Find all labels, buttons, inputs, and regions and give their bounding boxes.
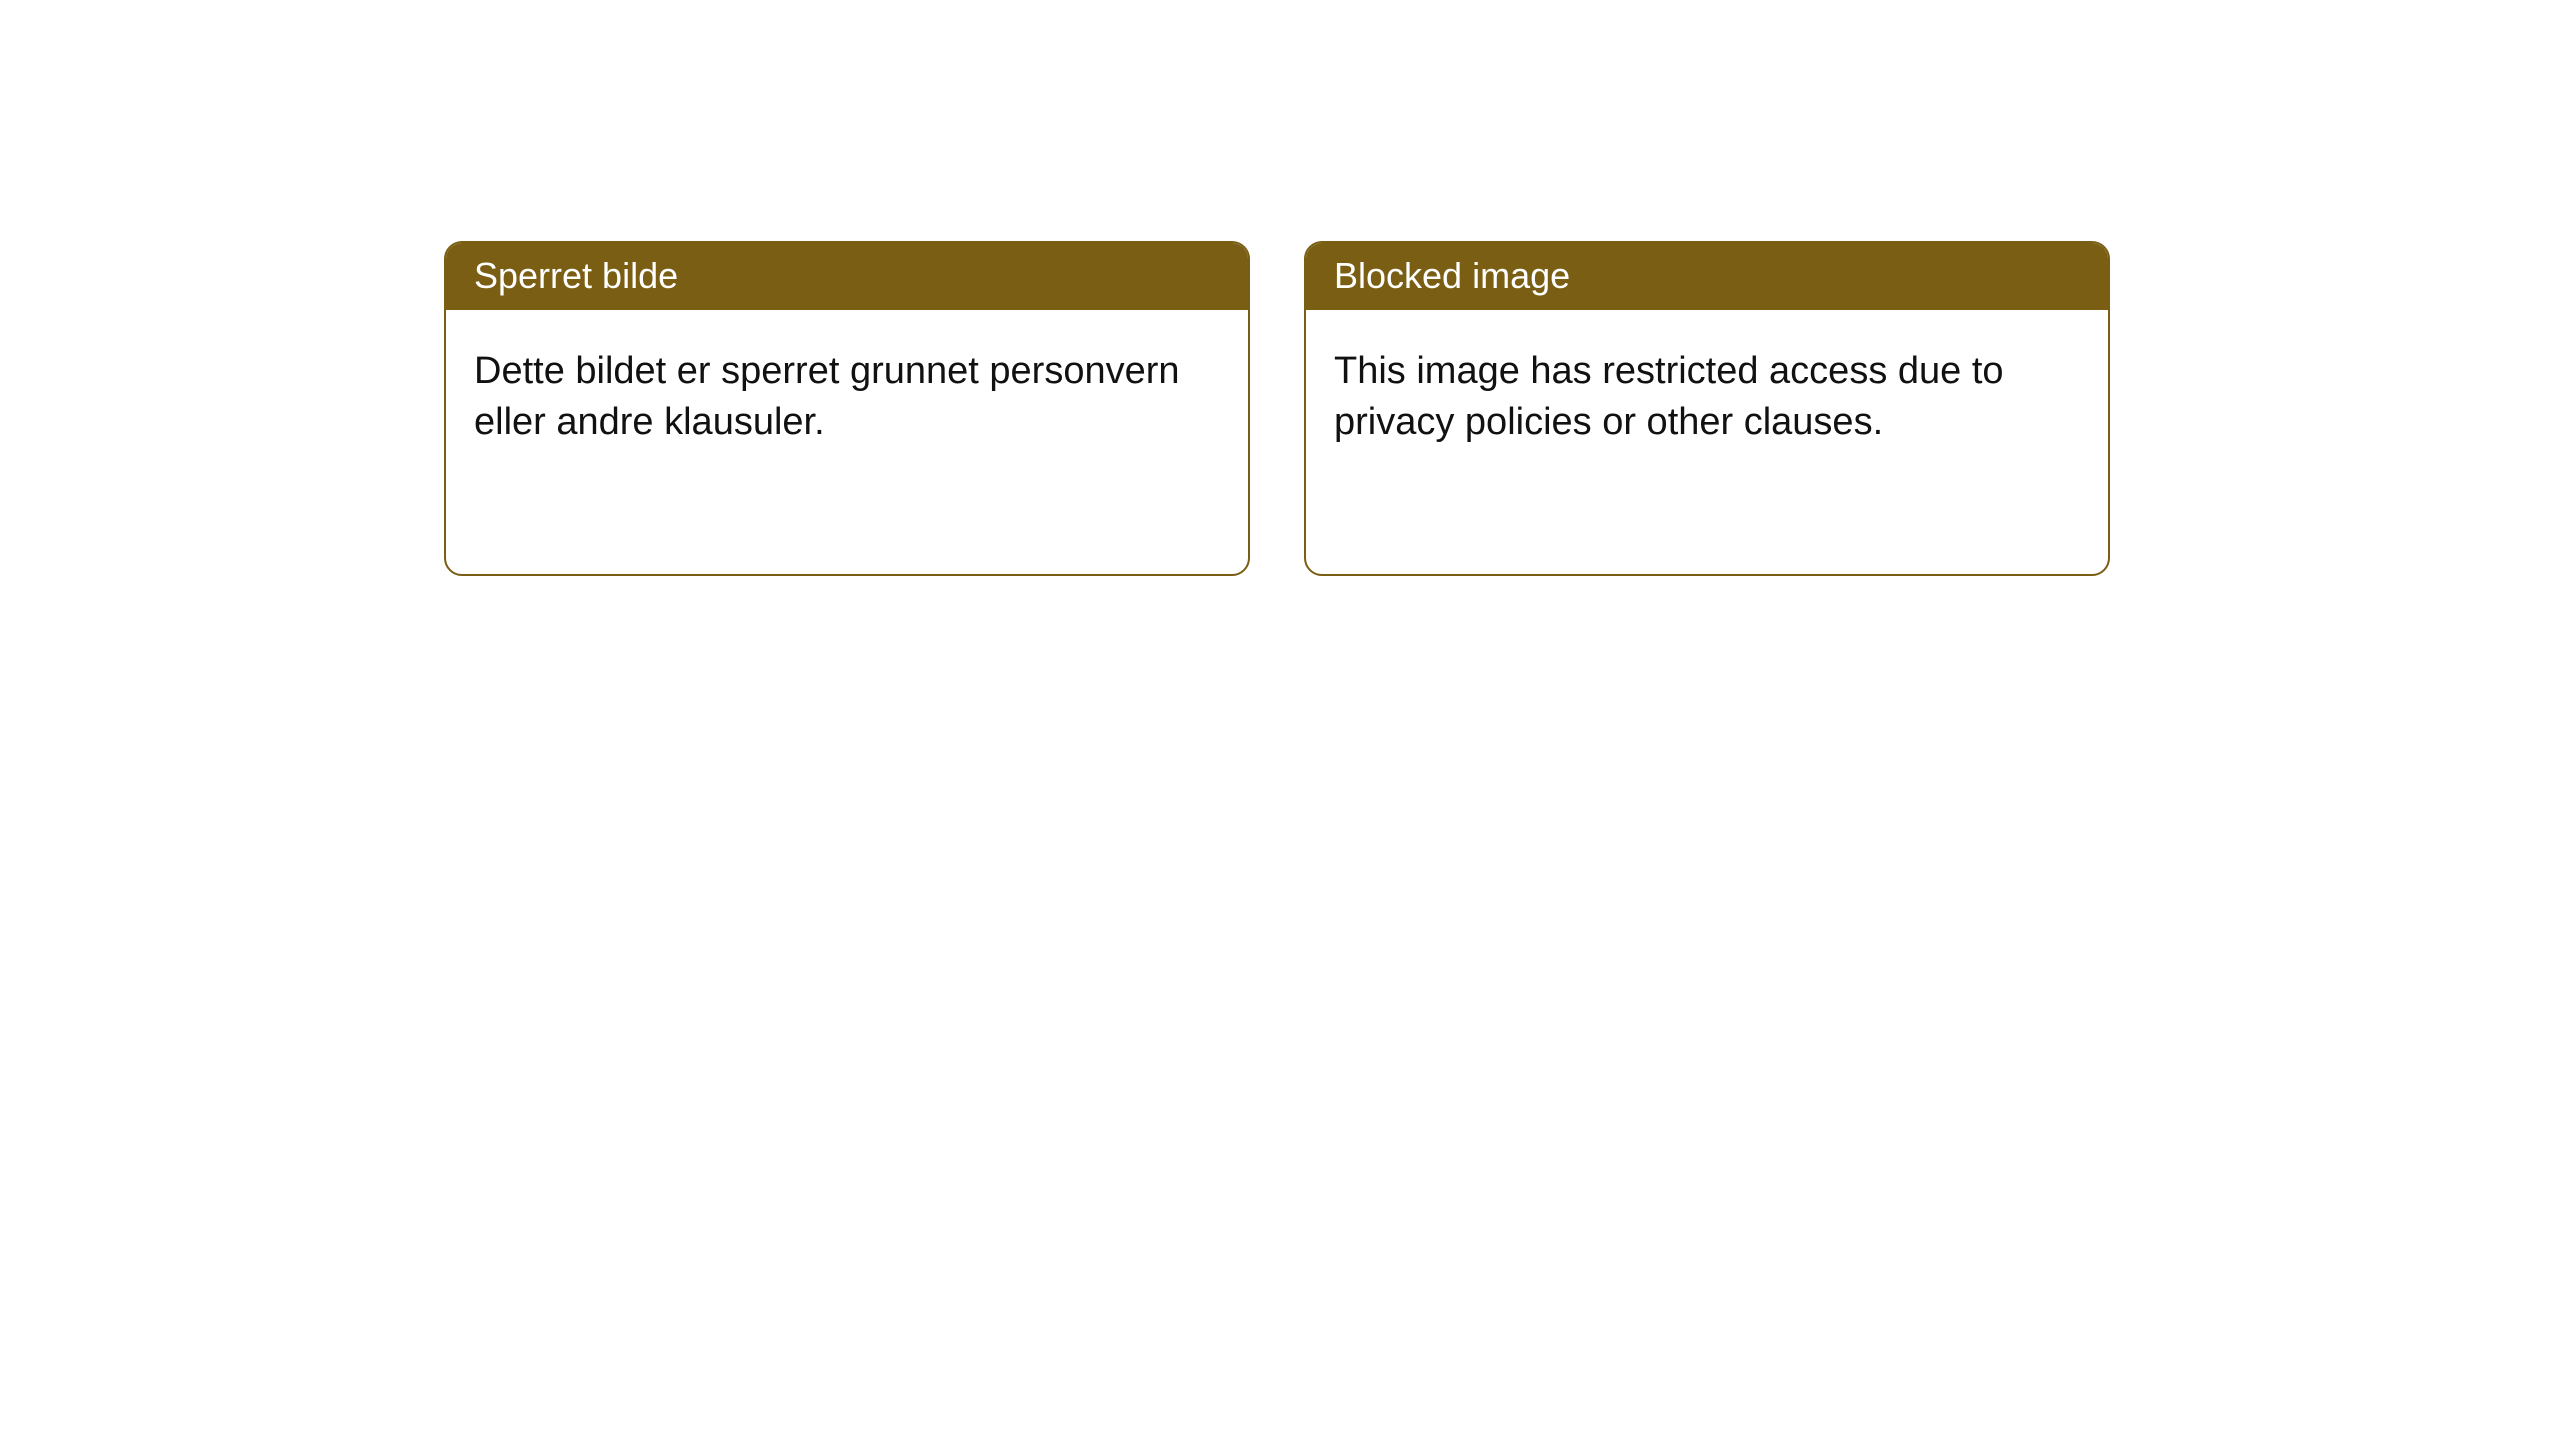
notice-card-norwegian: Sperret bilde Dette bildet er sperret gr… (444, 241, 1250, 576)
notice-header-english: Blocked image (1306, 243, 2108, 310)
notice-body-norwegian: Dette bildet er sperret grunnet personve… (446, 310, 1248, 485)
notice-container: Sperret bilde Dette bildet er sperret gr… (0, 0, 2560, 576)
notice-header-norwegian: Sperret bilde (446, 243, 1248, 310)
notice-card-english: Blocked image This image has restricted … (1304, 241, 2110, 576)
notice-body-english: This image has restricted access due to … (1306, 310, 2108, 485)
